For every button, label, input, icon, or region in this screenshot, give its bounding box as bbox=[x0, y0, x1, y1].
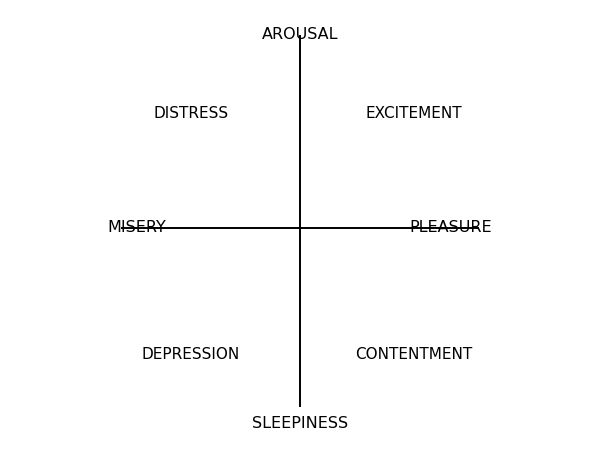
Text: EXCITEMENT: EXCITEMENT bbox=[365, 106, 462, 121]
Text: PLEASURE: PLEASURE bbox=[410, 220, 492, 235]
Text: DEPRESSION: DEPRESSION bbox=[142, 347, 240, 362]
Text: MISERY: MISERY bbox=[108, 220, 167, 235]
Text: DISTRESS: DISTRESS bbox=[153, 106, 229, 121]
Text: CONTENTMENT: CONTENTMENT bbox=[355, 347, 472, 362]
Text: SLEEPINESS: SLEEPINESS bbox=[252, 415, 348, 430]
Text: AROUSAL: AROUSAL bbox=[262, 26, 338, 41]
